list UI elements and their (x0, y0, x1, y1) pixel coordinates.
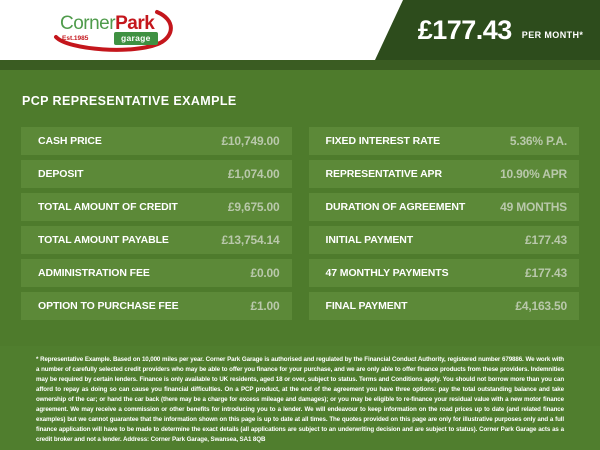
finance-column-left: CASH PRICE £10,749.00 DEPOSIT £1,074.00 … (21, 127, 292, 320)
logo-corner-text: Corner (60, 13, 116, 34)
finance-row-initial-payment: INITIAL PAYMENT £177.43 (308, 226, 579, 254)
logo-park-text: Park (115, 13, 155, 34)
page-title: PCP REPRESENTATIVE EXAMPLE (22, 94, 237, 108)
finance-label: FINAL PAYMENT (325, 300, 408, 312)
finance-value: £177.43 (525, 266, 567, 280)
finance-row-duration: DURATION OF AGREEMENT 49 MONTHS (308, 193, 579, 221)
finance-value: £1.00 (250, 299, 280, 313)
corner-park-garage-logo: CornerPark Est.1985 garage (52, 7, 180, 55)
finance-value: £13,754.14 (221, 233, 280, 247)
finance-label: DURATION OF AGREEMENT (325, 201, 466, 213)
finance-value: £1,074.00 (227, 167, 280, 181)
legal-disclaimer-text: * Representative Example. Based on 10,00… (36, 356, 564, 443)
finance-row-total-credit: TOTAL AMOUNT OF CREDIT £9,675.00 (21, 193, 292, 221)
finance-value: 5.36% P.A. (509, 134, 567, 148)
legal-footer: * Representative Example. Based on 10,00… (0, 346, 600, 450)
finance-grid: CASH PRICE £10,749.00 DEPOSIT £1,074.00 … (21, 127, 579, 320)
header-bar: CornerPark Est.1985 garage £177.43 PER M… (0, 0, 600, 60)
logo-wordmark: CornerPark (60, 13, 155, 35)
finance-row-total-payable: TOTAL AMOUNT PAYABLE £13,754.14 (21, 226, 292, 254)
finance-value: £10,749.00 (221, 134, 280, 148)
finance-value: £177.43 (525, 233, 567, 247)
monthly-price-amount: £177.43 (417, 14, 513, 45)
finance-column-right: FIXED INTEREST RATE 5.36% P.A. REPRESENT… (308, 127, 579, 320)
finance-value: £9,675.00 (227, 200, 280, 214)
finance-row-fixed-interest-rate: FIXED INTEREST RATE 5.36% P.A. (308, 127, 579, 155)
finance-label: REPRESENTATIVE APR (325, 168, 443, 180)
divider-strip (0, 60, 600, 70)
finance-row-representative-apr: REPRESENTATIVE APR 10.90% APR (308, 160, 579, 188)
logo-garage-badge: garage (114, 32, 158, 45)
finance-label: FIXED INTEREST RATE (325, 135, 441, 147)
finance-example-panel: PCP REPRESENTATIVE EXAMPLE CASH PRICE £1… (0, 70, 600, 345)
finance-label: INITIAL PAYMENT (325, 234, 414, 246)
monthly-price-period: PER MONTH* (521, 29, 584, 40)
finance-row-cash-price: CASH PRICE £10,749.00 (21, 127, 292, 155)
finance-value: £0.00 (250, 266, 280, 280)
finance-label: OPTION TO PURCHASE FEE (38, 300, 179, 312)
finance-label: ADMINISTRATION FEE (38, 267, 150, 279)
finance-label: TOTAL AMOUNT PAYABLE (38, 234, 169, 246)
monthly-price-banner: £177.43 PER MONTH* (375, 0, 600, 60)
finance-row-monthly-payments: 47 MONTHLY PAYMENTS £177.43 (308, 259, 579, 287)
finance-label: 47 MONTHLY PAYMENTS (325, 267, 449, 279)
finance-label: DEPOSIT (38, 168, 84, 180)
finance-row-final-payment: FINAL PAYMENT £4,163.50 (308, 292, 579, 320)
finance-value: 49 MONTHS (500, 200, 567, 214)
logo-established-text: Est.1985 (62, 35, 89, 42)
finance-label: TOTAL AMOUNT OF CREDIT (38, 201, 178, 213)
finance-value: £4,163.50 (515, 299, 567, 313)
finance-row-deposit: DEPOSIT £1,074.00 (21, 160, 292, 188)
finance-value: 10.90% APR (500, 167, 567, 181)
finance-label: CASH PRICE (38, 135, 102, 147)
finance-row-admin-fee: ADMINISTRATION FEE £0.00 (21, 259, 292, 287)
finance-row-option-to-purchase-fee: OPTION TO PURCHASE FEE £1.00 (21, 292, 292, 320)
